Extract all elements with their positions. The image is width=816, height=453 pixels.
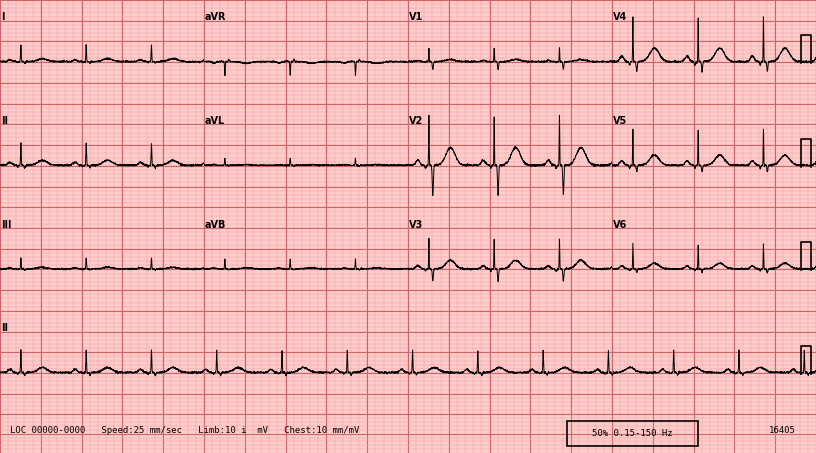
Text: aVL: aVL [205, 116, 225, 126]
Text: 50% 0.15-150 Hz: 50% 0.15-150 Hz [592, 429, 672, 438]
Text: aVB: aVB [205, 220, 226, 230]
Text: LOC 00000-0000   Speed:25 mm/sec   Limb:10 i  mV   Chest:10 mm/mV: LOC 00000-0000 Speed:25 mm/sec Limb:10 i… [10, 426, 359, 435]
Text: III: III [1, 220, 11, 230]
Text: 16405: 16405 [769, 426, 796, 435]
Text: aVR: aVR [205, 12, 226, 23]
Text: V6: V6 [613, 220, 627, 230]
Text: V4: V4 [613, 12, 627, 23]
Text: II: II [1, 323, 7, 333]
Text: II: II [1, 116, 7, 126]
Text: V3: V3 [409, 220, 423, 230]
Text: V2: V2 [409, 116, 423, 126]
Text: I: I [1, 12, 4, 23]
Text: V5: V5 [613, 116, 627, 126]
Text: V1: V1 [409, 12, 423, 23]
